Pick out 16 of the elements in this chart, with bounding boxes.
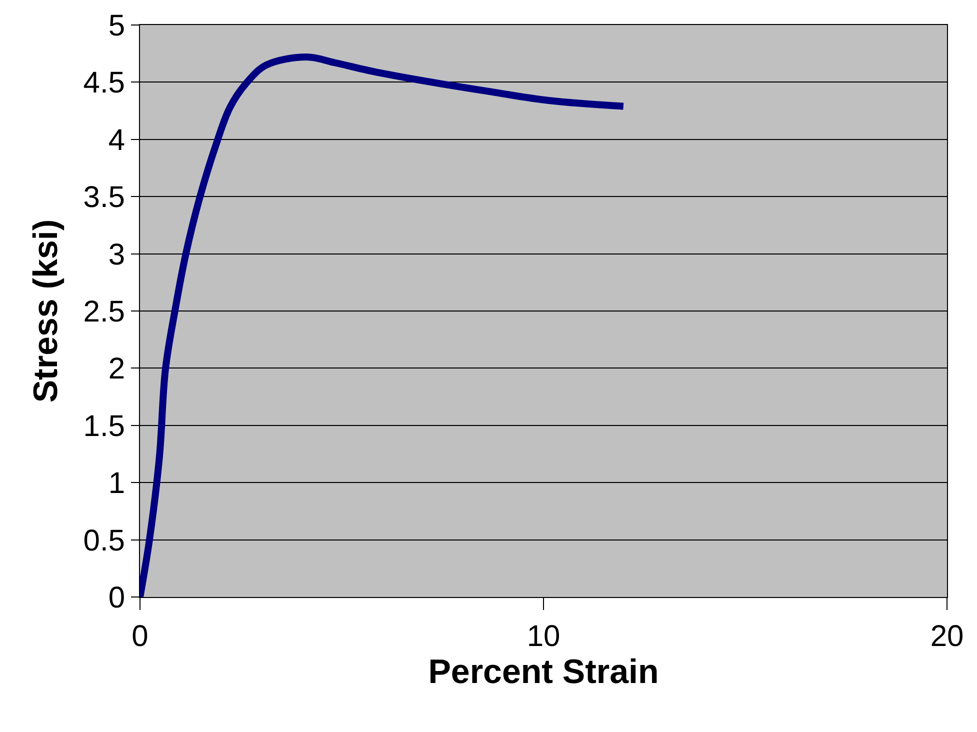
x-axis-title: Percent Strain [428, 653, 659, 691]
y-tick-label: 1.5 [83, 410, 125, 443]
y-tick-label: 1 [108, 467, 125, 500]
y-tick-label: 5 [108, 10, 125, 42]
y-tick-label: 4.5 [83, 66, 125, 100]
x-tick-label: 20 [930, 620, 964, 653]
y-tick-label: 3.5 [83, 181, 125, 214]
y-tick-label: 0.5 [83, 524, 125, 558]
x-tick-label: 10 [526, 620, 560, 653]
x-tick-label: 0 [132, 620, 148, 653]
y-tick-label: 0 [108, 582, 125, 614]
y-tick-label: 4 [108, 124, 125, 157]
y-tick-label: 3 [108, 238, 125, 272]
y-tick-label: 2 [108, 352, 125, 386]
y-axis-title: Stress (ksi) [26, 219, 65, 403]
y-tick-label: 2.5 [83, 296, 125, 328]
